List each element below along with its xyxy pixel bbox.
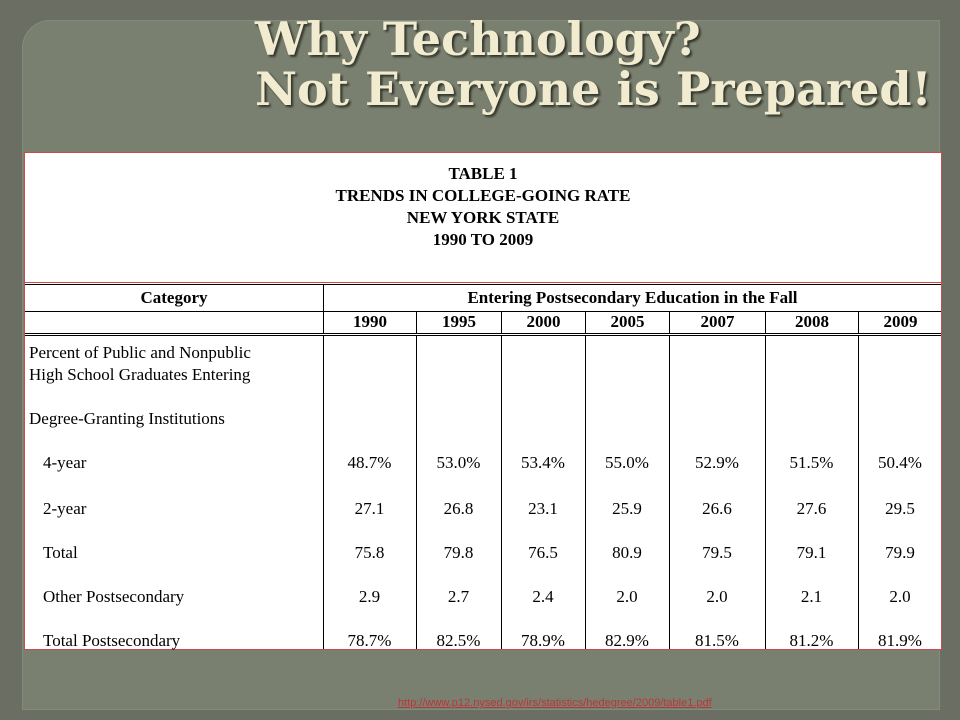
table-cell: 2.4: [532, 587, 554, 606]
column-divider: [323, 335, 324, 649]
table-cell: 48.7%: [347, 453, 392, 472]
table-cell: 23.1: [528, 499, 558, 518]
table-cell: 80.9: [612, 543, 642, 562]
year-header-1990: 1990: [323, 311, 416, 333]
column-divider: [669, 335, 670, 649]
table-cell: 2.0: [706, 587, 728, 606]
table-cell: 53.4%: [521, 453, 565, 472]
table-cell: 78.9%: [521, 631, 565, 650]
entering-header: Entering Postsecondary Education in the …: [323, 285, 941, 311]
description-line: Percent of Public and Nonpublic: [29, 343, 251, 362]
table-cell: 27.6: [796, 499, 827, 518]
category-header: Category: [140, 288, 208, 307]
description-line: Degree-Granting Institutions: [29, 409, 225, 428]
table-cell: 27.1: [354, 499, 385, 518]
description-line: High School Graduates Entering: [29, 365, 251, 384]
table-cell: 81.2%: [789, 631, 834, 650]
table-cell: 2.9: [358, 587, 381, 606]
table-cell: 53.0%: [436, 453, 481, 472]
column-divider: [858, 335, 859, 649]
table-cell: 2.0: [889, 587, 911, 606]
table-cell: 2.1: [800, 587, 823, 606]
table-cell: 81.5%: [695, 631, 739, 650]
table-cell: 29.5: [885, 499, 915, 518]
table-cell: 79.9: [885, 543, 915, 562]
column-divider: [501, 335, 502, 649]
table-cell: 2.0: [616, 587, 638, 606]
year-header-2000: 2000: [501, 311, 585, 333]
row-label: Total: [43, 543, 78, 562]
table-cell: 2.7: [447, 587, 470, 606]
table-cell: 82.9%: [605, 631, 649, 650]
table-cell: 79.8: [443, 543, 474, 562]
table-heading-line: NEW YORK STATE: [406, 208, 560, 227]
table-cell: 82.5%: [436, 631, 481, 650]
table-heading-line: 1990 TO 2009: [432, 230, 534, 249]
data-table: TABLE 1 TRENDS IN COLLEGE-GOING RATE NEW…: [24, 152, 942, 650]
table-cell: 50.4%: [878, 453, 922, 472]
row-label: 4-year: [43, 453, 87, 472]
column-group-header: Category Entering Postsecondary Educatio…: [25, 284, 941, 312]
column-divider: [585, 335, 586, 649]
slide-title-line-1: Why Technology?: [255, 12, 701, 66]
table-cell: 81.9%: [878, 631, 922, 650]
year-header-2005: 2005: [585, 311, 669, 333]
table-cell: 55.0%: [605, 453, 649, 472]
table-heading: TABLE 1 TRENDS IN COLLEGE-GOING RATE NEW…: [25, 153, 941, 283]
table-cell: 25.9: [612, 499, 642, 518]
table-cell: 26.6: [702, 499, 732, 518]
row-label: 2-year: [43, 499, 87, 518]
row-label: Other Postsecondary: [43, 587, 185, 606]
table-cell: 79.1: [796, 543, 827, 562]
table-heading-line: TABLE 1: [448, 164, 518, 183]
table-cell: 51.5%: [789, 453, 834, 472]
table-cell: 26.8: [443, 499, 474, 518]
year-header-row: 1990 1995 2000 2005 2007 2008 2009: [25, 311, 941, 336]
table-cell: 76.5: [528, 543, 558, 562]
table-cell: 79.5: [702, 543, 732, 562]
source-link[interactable]: http://www.p12.nysed.gov/irs/statistics/…: [398, 697, 712, 709]
year-header-2007: 2007: [669, 311, 765, 333]
table-cell: 78.7%: [347, 631, 392, 650]
table-heading-line: TRENDS IN COLLEGE-GOING RATE: [335, 186, 631, 205]
table-cell: 52.9%: [695, 453, 739, 472]
year-header-2009: 2009: [858, 311, 942, 333]
column-divider: [416, 335, 417, 649]
table-cell: 75.8: [354, 543, 385, 562]
year-header-1995: 1995: [416, 311, 501, 333]
row-label: Total Postsecondary: [43, 631, 181, 650]
column-divider: [765, 335, 766, 649]
slide-title: Why Technology? Not Everyone is Prepared…: [255, 14, 935, 114]
slide-title-line-2: Not Everyone is Prepared!: [255, 62, 932, 116]
year-header-2008: 2008: [765, 311, 858, 333]
